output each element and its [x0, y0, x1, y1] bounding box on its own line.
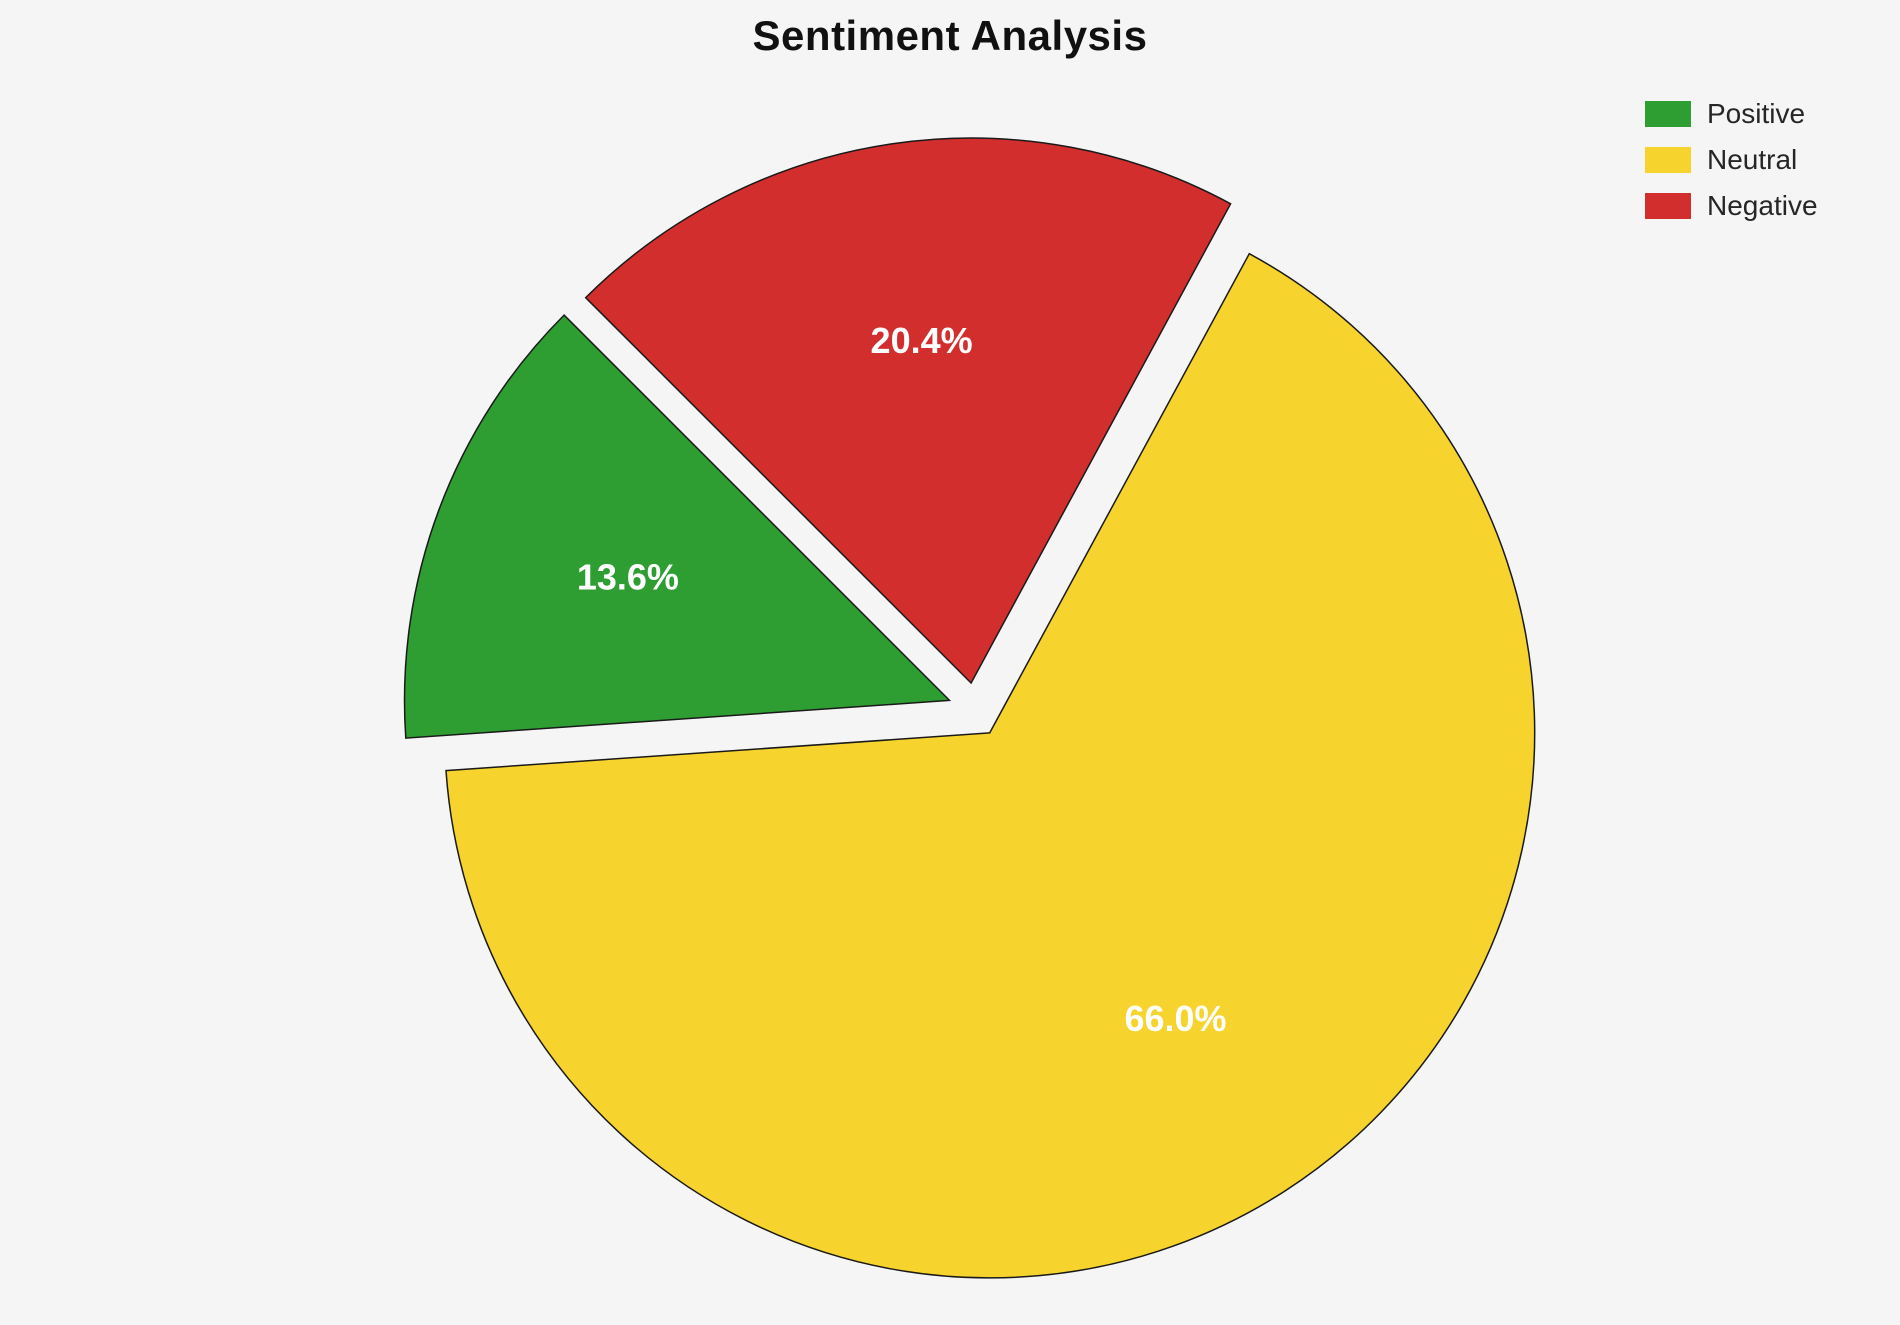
legend: Positive Neutral Negative	[1645, 98, 1818, 222]
pie-slice-neutral	[445, 252, 1536, 1279]
legend-item-neutral: Neutral	[1645, 144, 1818, 176]
legend-swatch-neutral	[1645, 147, 1691, 173]
legend-item-negative: Negative	[1645, 190, 1818, 222]
legend-swatch-positive	[1645, 101, 1691, 127]
chart-title: Sentiment Analysis	[752, 12, 1148, 59]
pie-slice-label-positive: 13.6%	[577, 557, 679, 598]
legend-item-positive: Positive	[1645, 98, 1818, 130]
pie-slice-positive	[403, 314, 952, 739]
pie-slice-label-neutral: 66.0%	[1124, 998, 1226, 1039]
legend-swatch-negative	[1645, 193, 1691, 219]
pie-slice-label-negative: 20.4%	[871, 320, 973, 361]
legend-label-negative: Negative	[1707, 190, 1818, 221]
legend-label-neutral: Neutral	[1707, 144, 1798, 175]
pie-slice-negative	[584, 137, 1232, 685]
legend-label-positive: Positive	[1707, 98, 1806, 129]
